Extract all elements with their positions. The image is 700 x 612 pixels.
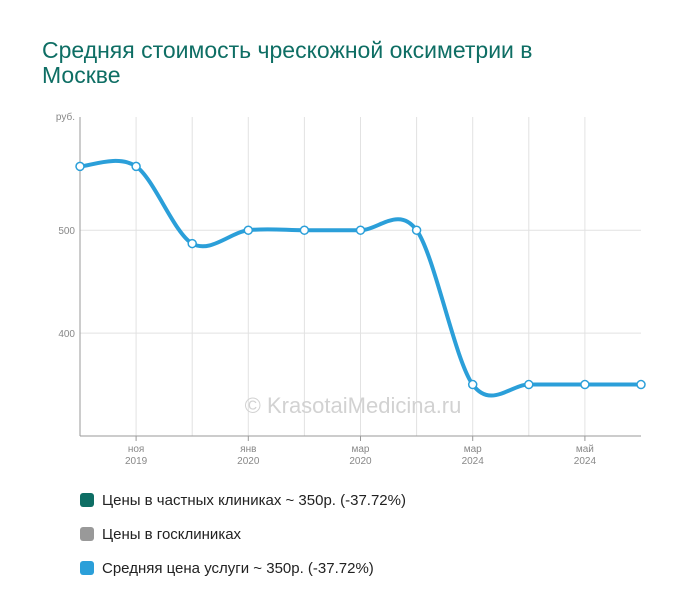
data-point: [75, 161, 85, 172]
data-point: [411, 225, 422, 235]
y-tick-label: 500: [58, 226, 75, 237]
watermark: © KrasotaiMedicina.ru: [245, 393, 462, 418]
x-tick-month: янв: [240, 444, 256, 455]
x-tick-month: мар: [352, 444, 370, 455]
legend-item-average[interactable]: Средняя цена услуги ~ 350р. (-37.72%): [80, 551, 406, 585]
y-tick-label: 400: [58, 329, 75, 340]
data-point: [524, 379, 534, 390]
legend-label-average: Средняя цена услуги ~ 350р. (-37.72%): [102, 559, 374, 577]
legend-swatch-private: [80, 493, 94, 507]
legend-item-public[interactable]: Цены в госклиниках: [80, 517, 406, 551]
legend-label-public: Цены в госклиниках: [102, 525, 242, 543]
x-tick-year: 2020: [349, 456, 372, 467]
data-point: [243, 225, 254, 235]
data-point: [467, 379, 478, 390]
x-tick-year: 2019: [125, 456, 148, 467]
tick-layer: 400500ноя2019янв2020мар2020мар2024май202…: [58, 226, 596, 467]
x-tick-month: май: [576, 444, 594, 455]
legend-item-private[interactable]: Цены в частных клиниках ~ 350р. (-37.72%…: [80, 483, 406, 517]
legend: Цены в частных клиниках ~ 350р. (-37.72%…: [80, 483, 406, 585]
data-point: [187, 238, 197, 249]
data-point: [636, 379, 646, 390]
legend-label-private: Цены в частных клиниках ~ 350р. (-37.72%…: [102, 491, 406, 509]
chart-title: Средняя стоимость чрескожной оксиметрии …: [42, 37, 533, 88]
x-tick-month: ноя: [128, 444, 145, 455]
data-point: [580, 379, 590, 390]
legend-swatch-public: [80, 527, 94, 541]
grid-layer: [80, 117, 641, 436]
x-tick-year: 2020: [237, 456, 260, 467]
x-tick-year: 2024: [462, 456, 485, 467]
data-point: [355, 225, 366, 235]
legend-swatch-average: [80, 561, 94, 575]
chart-plot: руб. 400500ноя2019янв2020мар2020мар2024м…: [56, 111, 646, 467]
y-unit-label: руб.: [56, 111, 75, 123]
data-point: [131, 161, 141, 172]
x-tick-month: мар: [464, 444, 482, 455]
x-tick-year: 2024: [574, 456, 597, 467]
data-point: [299, 225, 310, 235]
point-layer: [75, 161, 646, 390]
